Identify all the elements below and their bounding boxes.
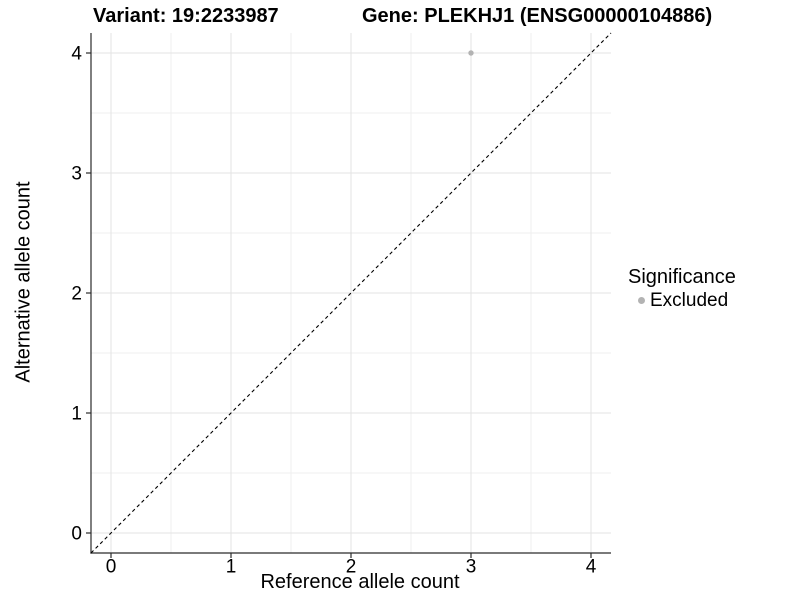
x-tick-label: 2	[346, 557, 357, 578]
x-tick-label: 3	[466, 557, 477, 578]
x-tick-label: 0	[106, 557, 117, 578]
x-axis-title: Reference allele count	[260, 571, 460, 593]
legend-title: Significance	[628, 266, 736, 288]
legend-item-label: Excluded	[650, 290, 729, 311]
y-tick-label: 1	[71, 403, 82, 424]
data-point	[468, 50, 474, 56]
legend-item-excluded: Excluded	[628, 290, 736, 311]
legend-point-icon	[638, 297, 645, 304]
y-tick-label: 3	[71, 164, 82, 185]
plot-title-gene: Gene: PLEKHJ1 (ENSG00000104886)	[362, 5, 713, 27]
y-tick-label: 0	[71, 523, 82, 544]
y-tick-label: 2	[71, 284, 82, 305]
x-tick-label: 1	[226, 557, 237, 578]
y-axis-title: Alternative allele count	[12, 181, 35, 383]
plot-title-variant: Variant: 19:2233987	[93, 5, 279, 27]
legend: Significance Excluded	[628, 266, 736, 311]
x-tick-label: 4	[586, 557, 597, 578]
y-tick-label: 4	[71, 44, 82, 65]
identity-line	[90, 32, 612, 554]
